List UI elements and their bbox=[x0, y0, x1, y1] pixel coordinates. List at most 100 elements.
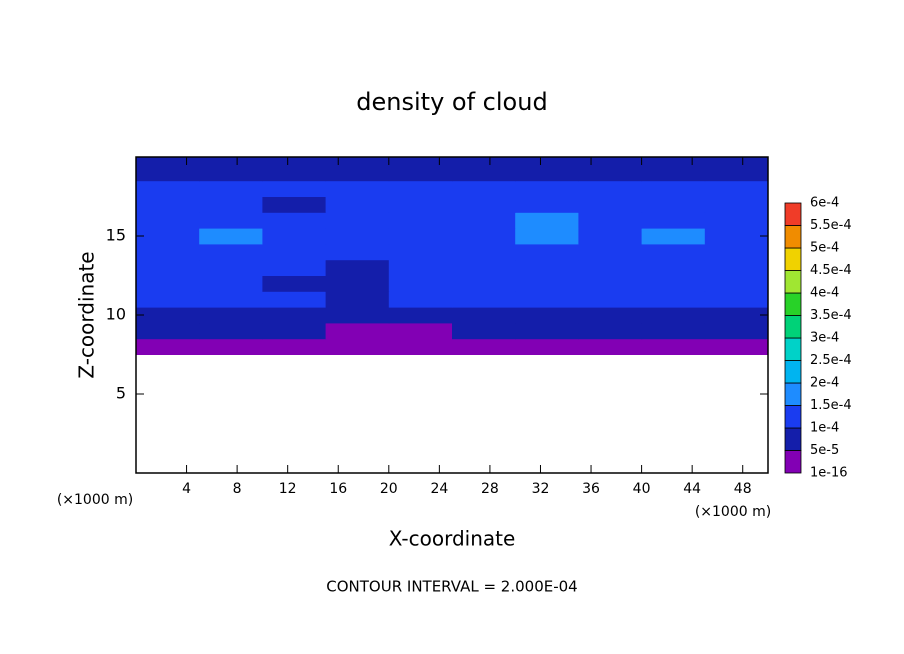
x-tick-label: 4 bbox=[182, 481, 191, 497]
x-tick-label: 28 bbox=[481, 481, 499, 497]
field-cell bbox=[199, 291, 263, 308]
colorbar-box bbox=[784, 202, 802, 226]
field-cell bbox=[325, 338, 390, 355]
field-cell bbox=[515, 243, 579, 261]
field-cell bbox=[641, 275, 706, 292]
field-cell bbox=[325, 291, 390, 308]
field-cell bbox=[136, 228, 200, 245]
colorbar-box bbox=[784, 337, 802, 361]
field-cell bbox=[578, 259, 643, 276]
colorbar-label: 2e-4 bbox=[810, 376, 839, 391]
field-cell bbox=[388, 157, 453, 182]
colorbar-label: 5e-4 bbox=[810, 241, 839, 256]
field-cell bbox=[262, 275, 327, 292]
field-cell bbox=[578, 275, 643, 292]
field-cell bbox=[262, 196, 327, 213]
x-tick-label: 16 bbox=[329, 481, 347, 497]
field-cell bbox=[641, 196, 706, 213]
field-cell bbox=[641, 157, 706, 182]
x-tick-label: 12 bbox=[279, 481, 297, 497]
field-cell bbox=[515, 157, 579, 182]
x-unit-label: (×1000 m) bbox=[695, 504, 771, 520]
field-cell bbox=[262, 307, 327, 324]
field-cell bbox=[641, 243, 706, 261]
field-cell bbox=[136, 307, 200, 324]
field-cell bbox=[136, 243, 200, 261]
x-tick-label: 40 bbox=[633, 481, 651, 497]
field-cell bbox=[136, 322, 200, 340]
colorbar-label: 1e-4 bbox=[810, 421, 839, 436]
field-cell bbox=[262, 243, 327, 261]
field-cell bbox=[262, 338, 327, 355]
field-cell bbox=[578, 212, 643, 229]
field-cell bbox=[515, 180, 579, 197]
field-cell bbox=[452, 212, 516, 229]
colorbar-label: 5e-5 bbox=[810, 443, 839, 458]
field-cell bbox=[262, 180, 327, 197]
field-cell bbox=[641, 212, 706, 229]
x-tick-label: 24 bbox=[430, 481, 448, 497]
field-cell bbox=[641, 338, 706, 355]
field-cell bbox=[704, 259, 769, 276]
field-cell bbox=[136, 180, 200, 197]
field-cell bbox=[515, 228, 579, 245]
field-cell bbox=[578, 322, 643, 340]
field-cell bbox=[325, 212, 390, 229]
field-cell bbox=[325, 259, 390, 276]
y-tick-label: 10 bbox=[106, 305, 126, 324]
field-cell bbox=[325, 228, 390, 245]
field-cell bbox=[199, 338, 263, 355]
colorbar-label: 4e-4 bbox=[810, 286, 839, 301]
y-tick-label: 5 bbox=[116, 384, 126, 403]
field-cell bbox=[136, 338, 200, 355]
field-cell bbox=[452, 259, 516, 276]
field-cell bbox=[325, 275, 390, 292]
colorbar-box bbox=[784, 360, 802, 384]
field-cell bbox=[704, 275, 769, 292]
colorbar-box bbox=[784, 315, 802, 339]
field-cell bbox=[388, 322, 453, 340]
colorbar-box bbox=[784, 405, 802, 429]
colorbar-box bbox=[784, 247, 802, 271]
colorbar-box bbox=[784, 225, 802, 249]
colorbar-box bbox=[784, 427, 802, 451]
field-cell bbox=[515, 322, 579, 340]
field-cell bbox=[388, 259, 453, 276]
field-cell bbox=[452, 275, 516, 292]
field-cell bbox=[578, 180, 643, 197]
field-cell bbox=[199, 157, 263, 182]
field-cell bbox=[325, 307, 390, 324]
field-cell bbox=[641, 228, 706, 245]
field-cell bbox=[388, 180, 453, 197]
field-cell bbox=[452, 322, 516, 340]
field-cell bbox=[136, 291, 200, 308]
field-cell bbox=[325, 243, 390, 261]
colorbar-label: 4.5e-4 bbox=[810, 263, 852, 278]
field-cell bbox=[641, 322, 706, 340]
field-cell bbox=[641, 291, 706, 308]
x-tick-label: 8 bbox=[233, 481, 242, 497]
x-tick-label: 20 bbox=[380, 481, 398, 497]
field-cell bbox=[704, 243, 769, 261]
field-cell bbox=[704, 157, 769, 182]
field-cell bbox=[704, 196, 769, 213]
field-cell bbox=[452, 307, 516, 324]
y-axis-label: Z-coordinate bbox=[75, 251, 99, 378]
field-cell bbox=[452, 157, 516, 182]
field-cell bbox=[199, 307, 263, 324]
field-cell bbox=[199, 228, 263, 245]
field-cell bbox=[641, 259, 706, 276]
colorbar-label: 5.5e-4 bbox=[810, 218, 852, 233]
field-cell bbox=[136, 275, 200, 292]
field-cell bbox=[136, 196, 200, 213]
footer: CONTOUR INTERVAL = 2.000E-04 bbox=[326, 578, 577, 596]
field-cell bbox=[704, 291, 769, 308]
field-cell bbox=[325, 196, 390, 213]
field-cell bbox=[388, 307, 453, 324]
field-cell bbox=[452, 196, 516, 213]
field-cell bbox=[388, 243, 453, 261]
chart-title: density of cloud bbox=[356, 88, 547, 116]
field bbox=[136, 157, 769, 355]
field-cell bbox=[388, 228, 453, 245]
